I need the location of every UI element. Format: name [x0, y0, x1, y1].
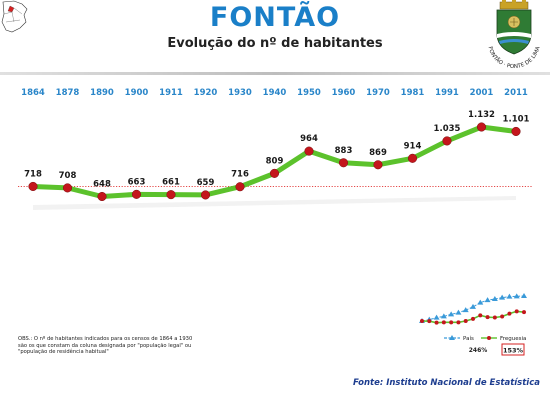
data-point: [131, 189, 142, 199]
inset-marker-freguesia: [427, 319, 432, 324]
inset-marker-freguesia: [441, 320, 446, 325]
title-divider: [0, 72, 550, 75]
x-tick-label: 1930: [228, 88, 252, 98]
inset-marker-freguesia: [456, 320, 461, 325]
data-point: [511, 126, 521, 137]
inset-legend-freguesia-marker: [487, 336, 491, 340]
data-label: 869: [369, 148, 387, 158]
inset-marker-freguesia: [420, 319, 424, 323]
data-point: [407, 153, 418, 163]
data-label: 648: [93, 180, 111, 190]
data-label: 809: [266, 156, 284, 166]
inset-marker-pais: [455, 309, 462, 315]
data-label: 659: [197, 178, 215, 188]
x-tick-label: 1920: [194, 88, 218, 98]
data-point: [200, 190, 211, 200]
data-label: 661: [162, 178, 180, 188]
x-tick-label: 1890: [90, 88, 114, 98]
inset-marker-pais: [433, 314, 440, 320]
inset-marker-freguesia: [492, 315, 497, 320]
inset-marker-freguesia: [449, 320, 454, 325]
data-point: [373, 160, 383, 170]
inset-marker-pais: [521, 293, 527, 298]
inset-marker-pais: [513, 293, 520, 299]
data-point: [304, 146, 314, 156]
data-label: 663: [128, 177, 146, 187]
x-tick-label: 2011: [504, 88, 528, 98]
x-tick-label: 1940: [263, 88, 287, 98]
x-tick-label: 1991: [435, 88, 459, 98]
data-point: [62, 183, 73, 193]
inset-legend-pais-marker: [449, 335, 455, 340]
inset-marker-freguesia: [485, 315, 490, 320]
inset-marker-freguesia: [463, 319, 468, 323]
data-point: [28, 181, 38, 191]
data-point: [269, 168, 280, 178]
page-title: FONTÃO: [209, 2, 341, 33]
x-tick-label: 1981: [401, 88, 425, 98]
inset-legend-freguesia: Freguesia: [500, 336, 526, 342]
data-point: [235, 182, 245, 192]
x-tick-label: 2001: [470, 88, 494, 98]
inset-marker-pais: [477, 299, 484, 305]
inset-marker-freguesia: [478, 313, 483, 318]
data-label: 708: [59, 171, 77, 181]
inset-marker-freguesia: [500, 314, 505, 319]
chart-shadow: [33, 196, 516, 210]
data-label: 718: [24, 169, 42, 179]
data-label: 914: [404, 141, 422, 151]
inset-marker-freguesia: [471, 316, 475, 321]
data-point: [338, 158, 349, 168]
data-point: [476, 122, 487, 132]
inset-marker-freguesia: [514, 309, 519, 314]
data-label: 964: [300, 134, 318, 144]
x-tick-label: 1970: [366, 88, 390, 98]
inset-marker-pais: [491, 296, 498, 301]
data-label: 1.101: [503, 114, 530, 124]
data-label: 716: [231, 170, 249, 180]
x-tick-label: 1864: [21, 88, 45, 98]
x-tick-label: 1878: [56, 88, 80, 98]
inset-pct-pais: 246%: [469, 347, 488, 354]
inset-marker-pais: [484, 297, 491, 303]
data-label: 1.035: [434, 124, 461, 134]
data-source: Fonte: Instituto Nacional de Estatística: [352, 378, 540, 388]
inset-marker-pais: [470, 303, 476, 309]
inset-legend-pais: País: [463, 335, 474, 342]
x-tick-label: 1911: [159, 88, 183, 98]
inset-marker-freguesia: [434, 320, 439, 325]
inset-marker-pais: [499, 294, 506, 300]
inset-marker-freguesia: [507, 311, 512, 316]
x-tick-label: 1900: [125, 88, 149, 98]
inset-marker-pais: [462, 307, 469, 313]
inset-pct-highlight: [501, 343, 525, 356]
chart-subtitle: Evolução do nº de habitantes: [167, 36, 383, 51]
data-label: 883: [335, 146, 353, 156]
coat-of-arms-icon: FONTÃO · PONTE DE LIMA: [480, 0, 548, 68]
data-point: [166, 190, 176, 200]
inset-marker-pais: [440, 313, 447, 319]
inset-marker-pais: [506, 293, 513, 299]
data-point: [442, 136, 452, 146]
census-note: OBS.: O nº de habitantes indicados para …: [18, 336, 193, 356]
portugal-map-icon: [0, 0, 30, 34]
inset-pct-freguesia: 153%: [503, 347, 524, 355]
inset-marker-pais: [448, 311, 455, 317]
x-tick-label: 1950: [297, 88, 321, 98]
inset-marker-freguesia: [522, 310, 526, 315]
x-tick-label: 1960: [332, 88, 356, 98]
data-point: [97, 191, 107, 202]
data-label: 1.132: [468, 110, 495, 120]
